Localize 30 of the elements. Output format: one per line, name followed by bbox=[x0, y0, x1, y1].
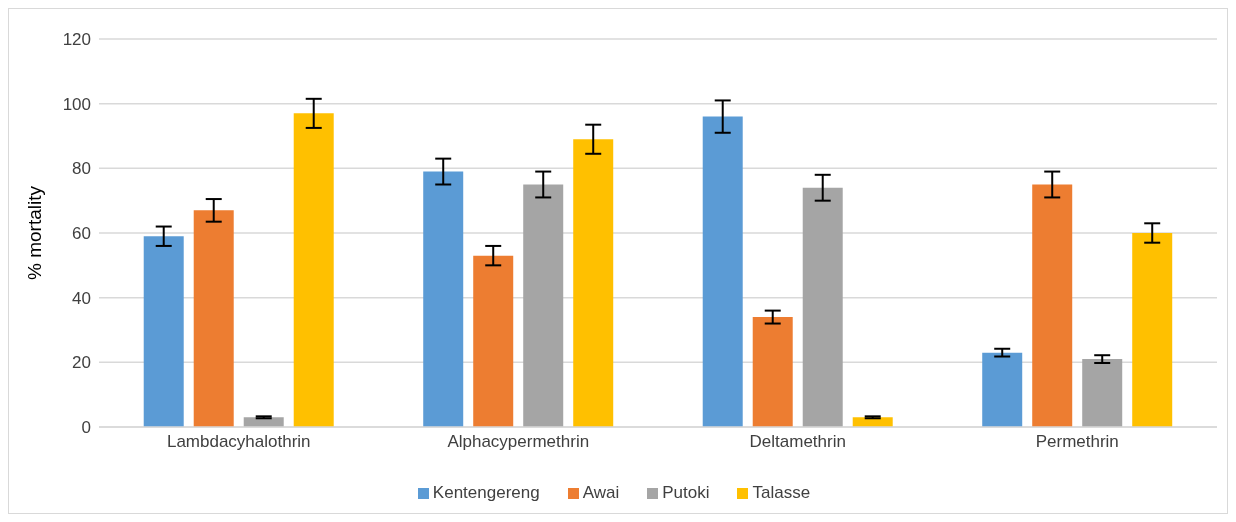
bar bbox=[423, 171, 464, 427]
y-axis-title: % mortality bbox=[23, 185, 45, 280]
bar bbox=[1132, 233, 1173, 427]
legend-label: Talasse bbox=[752, 483, 811, 502]
y-tick-label: 0 bbox=[81, 418, 91, 438]
legend-label: Awai bbox=[582, 483, 620, 502]
x-tick-label: Alphacypermethrin bbox=[447, 432, 590, 452]
x-tick-label: Deltamethrin bbox=[749, 432, 846, 452]
legend-label: Putoki bbox=[662, 483, 710, 502]
bar bbox=[193, 210, 234, 427]
y-tick-label: 40 bbox=[72, 288, 91, 308]
y-tick-label: 20 bbox=[72, 353, 91, 373]
x-tick-label: Lambdacyhalothrin bbox=[166, 432, 311, 452]
bar bbox=[523, 184, 564, 427]
bar bbox=[982, 352, 1023, 427]
bar bbox=[802, 187, 843, 427]
bar bbox=[702, 116, 743, 427]
bar bbox=[1082, 359, 1123, 427]
bar bbox=[293, 113, 334, 427]
legend-label: Kentengereng bbox=[432, 483, 540, 502]
x-tick-label: Permethrin bbox=[1035, 432, 1119, 452]
y-tick-label: 120 bbox=[62, 30, 91, 50]
bar bbox=[473, 255, 514, 427]
bar bbox=[1032, 184, 1073, 427]
bar bbox=[752, 317, 793, 427]
y-tick-label: 80 bbox=[72, 159, 91, 179]
bar bbox=[573, 139, 614, 427]
y-tick-label: 60 bbox=[72, 224, 91, 244]
y-tick-label: 100 bbox=[62, 94, 91, 114]
bar bbox=[143, 236, 184, 427]
